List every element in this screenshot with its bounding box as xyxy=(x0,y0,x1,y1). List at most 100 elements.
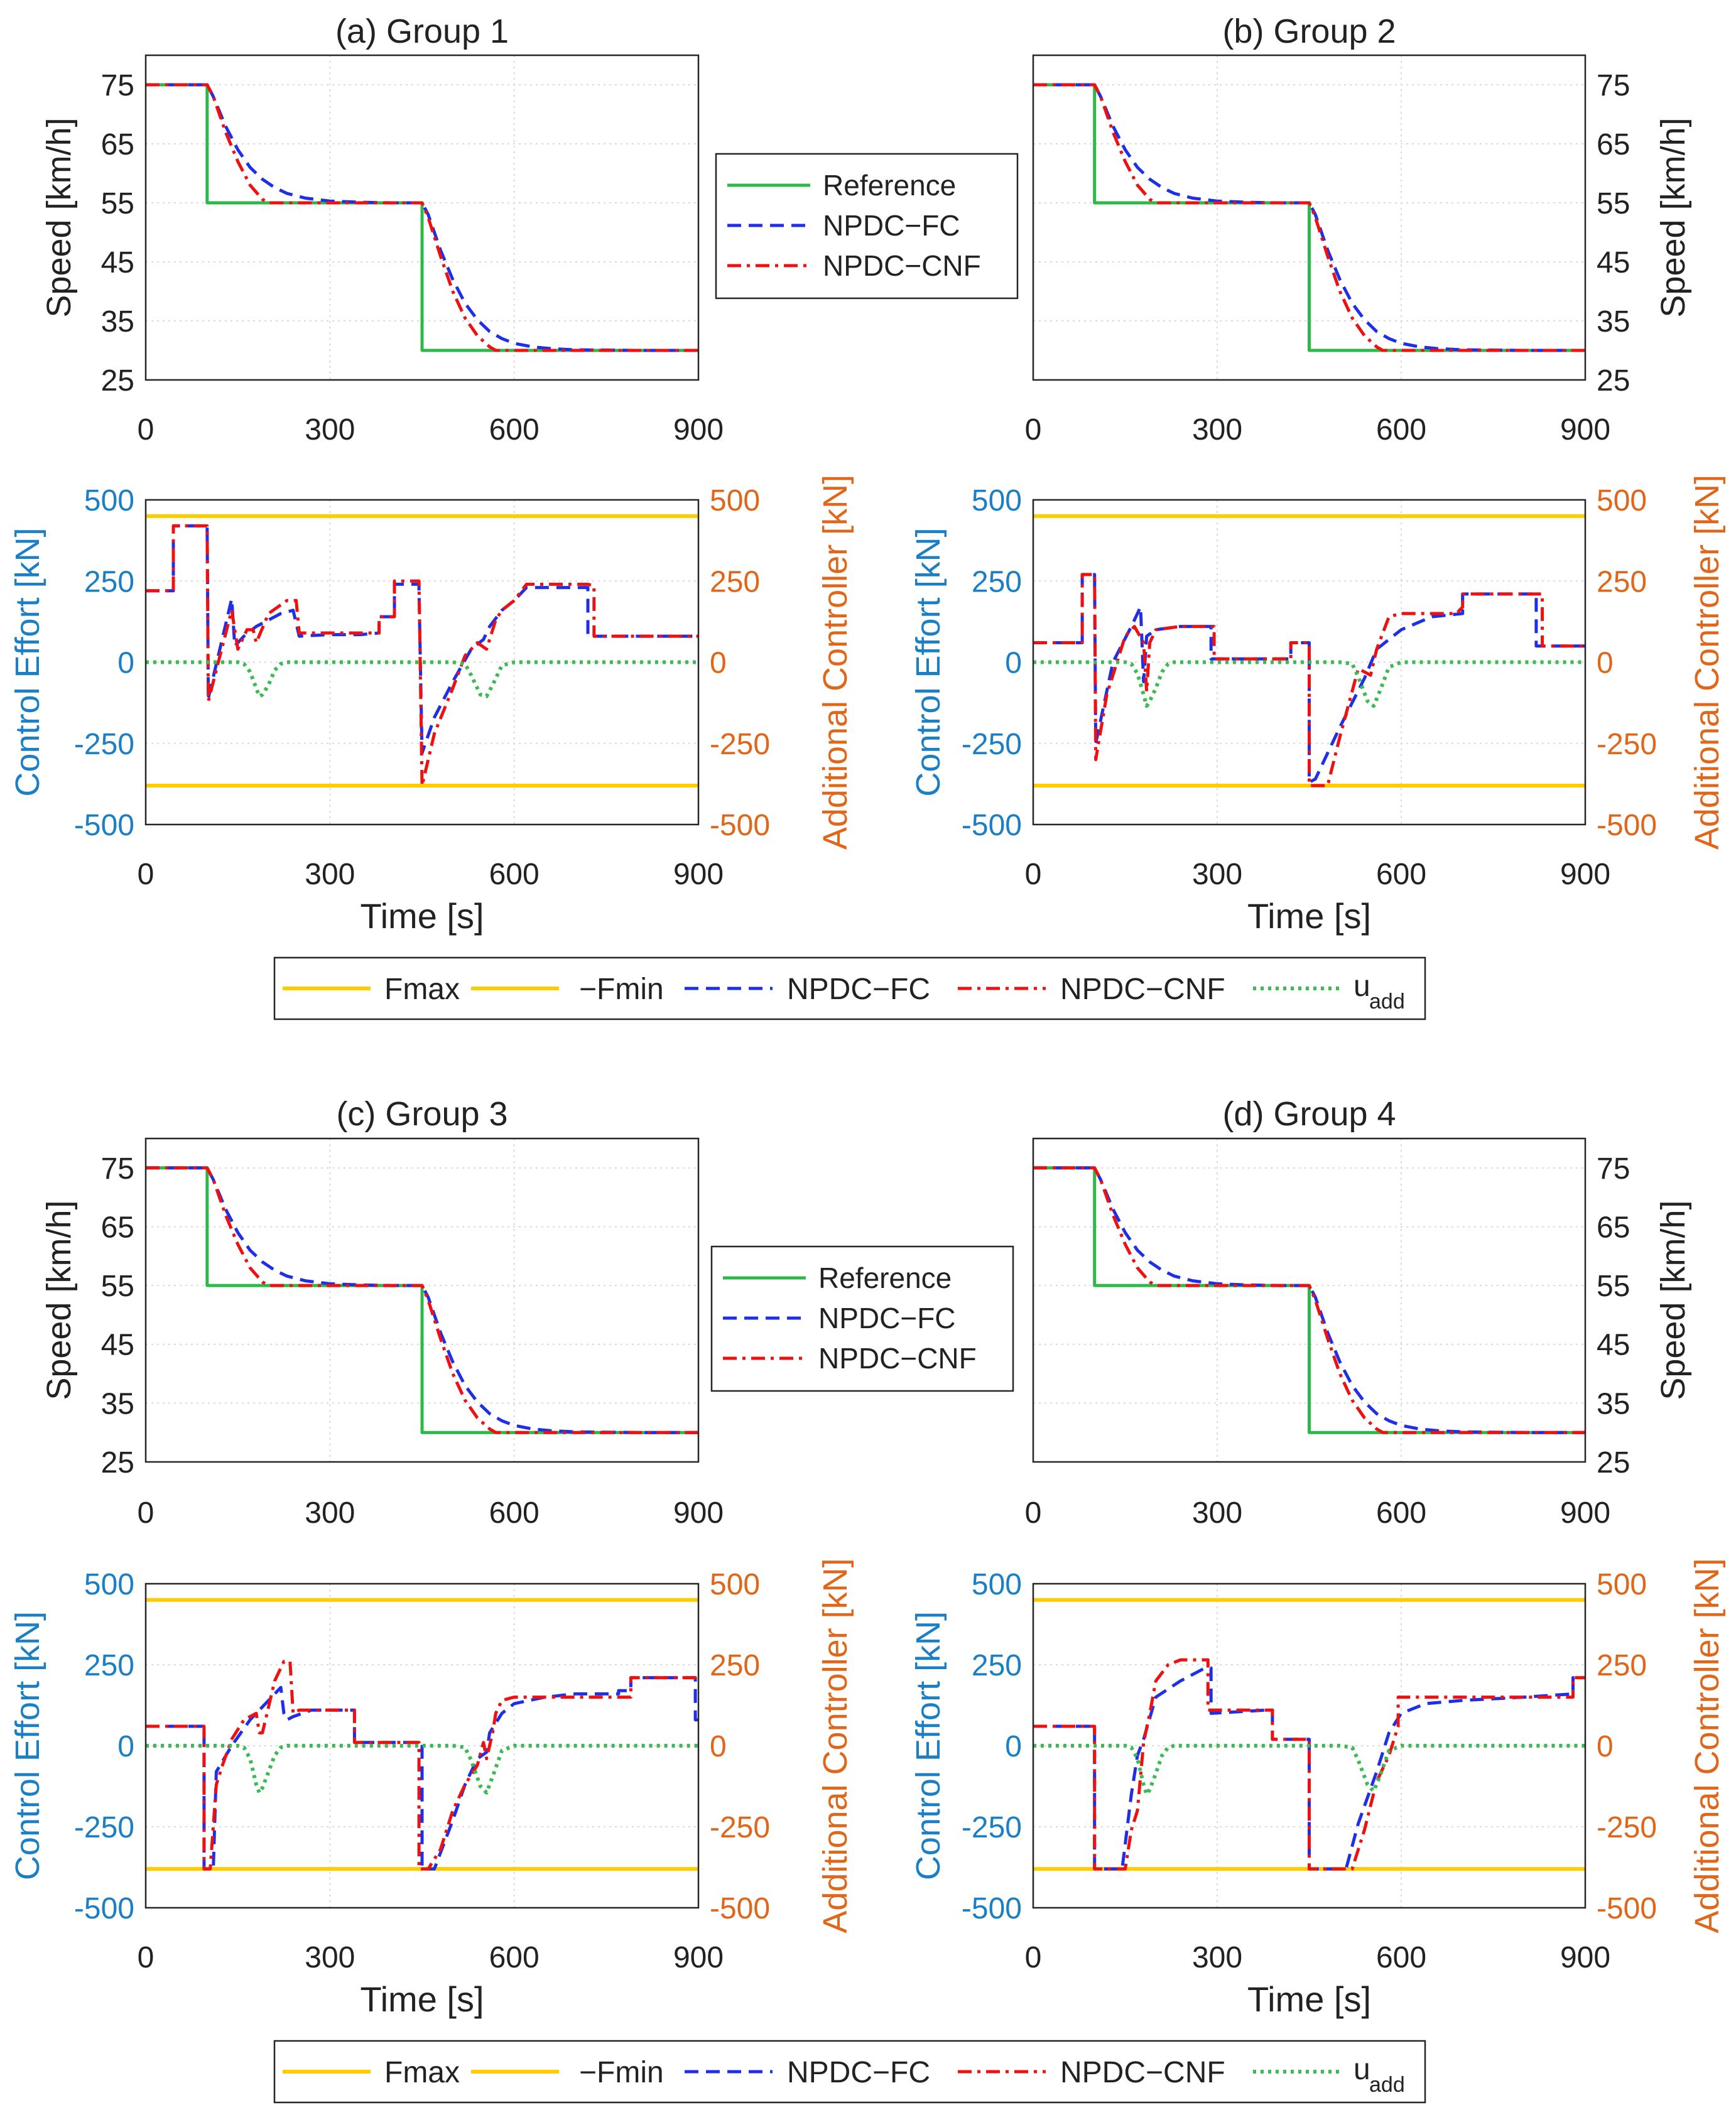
fc-series-line xyxy=(1033,573,1585,784)
legend-box xyxy=(710,1245,1014,1392)
right-y-tick-label: 250 xyxy=(710,1649,760,1682)
legend-label: Reference xyxy=(818,1262,952,1294)
speed-legend: Reference NPDC−FC NPDC−CNF xyxy=(710,1245,1014,1392)
right-y-tick-label: 250 xyxy=(1597,1649,1647,1682)
right-y-tick-label: 0 xyxy=(710,647,727,680)
axes-frame xyxy=(1032,54,1587,381)
left-y-tick-label: 250 xyxy=(84,1649,134,1682)
right-y-tick-label: 500 xyxy=(1597,484,1647,517)
x-tick-label: 600 xyxy=(489,858,540,891)
legend-label: NPDC−CNF xyxy=(1060,973,1225,1006)
right-y-tick-label: -500 xyxy=(710,809,770,842)
left-y-tick-label: -250 xyxy=(962,1811,1022,1844)
x-tick-label: 900 xyxy=(673,1496,724,1530)
x-tick-label: 600 xyxy=(1376,413,1426,446)
right-y-axis-label: Additional Controller [kN] xyxy=(1688,1558,1726,1933)
x-tick-label: 900 xyxy=(1560,1496,1610,1530)
y-tick-label: 45 xyxy=(1597,246,1630,279)
left-y-tick-label: 250 xyxy=(972,565,1022,598)
right-y-tick-label: 250 xyxy=(1597,565,1647,598)
legend-box xyxy=(273,2040,1426,2104)
x-tick-label: 600 xyxy=(1376,1496,1426,1530)
x-tick-label: 300 xyxy=(1192,413,1242,446)
right-y-tick-label: -250 xyxy=(1597,1811,1657,1844)
cnf-series-line xyxy=(146,1660,698,1871)
legend-box xyxy=(715,153,1019,300)
force-plot-g2: -500 -500 -250 -250 0 0 250 250 500 500 0 300 600 900… xyxy=(909,475,1726,936)
legend-label: Fmax xyxy=(384,973,460,1006)
x-tick-label: 600 xyxy=(489,1941,540,1974)
speed-series-line xyxy=(1033,1166,1585,1434)
right-y-tick-label: 500 xyxy=(710,1568,760,1601)
x-axis-label: Time [s] xyxy=(360,896,484,936)
left-y-axis-label: Control Effort [kN] xyxy=(909,1611,947,1880)
force-plot-g1: -500 -500 -250 -250 0 0 250 250 500 500 0 300 600 900… xyxy=(9,475,854,936)
speed-plot-g2: (b) Group 2 25 35 45 55 65 75 0 300 600 900 Speed [… xyxy=(1025,13,1692,446)
x-tick-label: 900 xyxy=(673,858,724,891)
right-y-axis-label: Additional Controller [kN] xyxy=(1688,475,1726,850)
speed-plot-g4: (d) Group 4 25 35 45 55 65 75 0 300 600 900 Speed [… xyxy=(1025,1095,1692,1530)
y-tick-label: 45 xyxy=(101,1329,134,1362)
speed-plot-g3: (c) Group 3 25 35 45 55 65 75 0 300 600 900 Speed [… xyxy=(40,1095,724,1530)
x-tick-label: 0 xyxy=(1025,858,1042,891)
left-y-tick-label: 250 xyxy=(972,1649,1022,1682)
x-tick-label: 900 xyxy=(1560,858,1610,891)
x-tick-label: 300 xyxy=(305,858,355,891)
axes-frame xyxy=(144,499,700,826)
subplot-title: (d) Group 4 xyxy=(1222,1095,1396,1133)
y-tick-label: 55 xyxy=(1597,1270,1630,1303)
left-y-tick-label: -500 xyxy=(74,809,134,842)
y-tick-label: 75 xyxy=(101,1152,134,1186)
uadd-series-line xyxy=(146,1744,698,1795)
legend-label: NPDC−FC xyxy=(823,209,960,242)
speed-plot-g1: (a) Group 1 25 35 45 55 65 75 0 300 600 900 Speed [… xyxy=(40,13,724,446)
left-y-tick-label: 0 xyxy=(1005,1730,1022,1763)
right-y-tick-label: 500 xyxy=(710,484,760,517)
subplot-title: (b) Group 2 xyxy=(1222,13,1396,50)
y-tick-label: 55 xyxy=(1597,187,1630,220)
right-y-axis-label: Additional Controller [kN] xyxy=(816,475,854,850)
left-y-tick-label: -250 xyxy=(962,728,1022,761)
speed-series-line xyxy=(1033,83,1585,352)
y-tick-label: 35 xyxy=(1597,305,1630,338)
y-tick-label: 65 xyxy=(1597,1211,1630,1244)
x-tick-label: 0 xyxy=(138,1941,155,1974)
y-tick-label: 25 xyxy=(101,364,134,398)
x-tick-label: 600 xyxy=(489,1496,540,1530)
x-axis-label: Time [s] xyxy=(1247,1979,1371,2019)
cnf-series-line xyxy=(146,524,698,787)
right-y-tick-label: -500 xyxy=(710,1892,770,1925)
cnf-series-line xyxy=(1033,573,1585,787)
speed-series-line xyxy=(146,1166,698,1434)
speed-series-line xyxy=(146,83,698,352)
legend-label: NPDC−FC xyxy=(787,973,930,1006)
axes-frame xyxy=(1032,1137,1587,1463)
x-tick-label: 600 xyxy=(1376,858,1426,891)
legend-box xyxy=(273,956,1426,1020)
x-tick-label: 600 xyxy=(489,413,540,446)
speed-series-line xyxy=(146,1166,698,1434)
legend-label-subscript: add xyxy=(1369,990,1405,1014)
x-tick-label: 300 xyxy=(1192,1941,1242,1974)
cnf-series-line xyxy=(1033,1658,1585,1871)
right-y-tick-label: -250 xyxy=(1597,728,1657,761)
left-y-tick-label: 0 xyxy=(117,647,134,680)
legend-label: NPDC−CNF xyxy=(818,1342,977,1375)
right-y-tick-label: -250 xyxy=(710,1811,770,1844)
speed-series-line xyxy=(146,83,698,352)
y-tick-label: 75 xyxy=(1597,69,1630,102)
left-y-tick-label: -500 xyxy=(962,809,1022,842)
y-tick-label: 45 xyxy=(101,246,134,279)
force-plot-g3: -500 -500 -250 -250 0 0 250 250 500 500 0 300 600 900… xyxy=(9,1558,854,2019)
right-y-tick-label: -500 xyxy=(1597,1892,1657,1925)
y-tick-label: 35 xyxy=(1597,1387,1630,1420)
y-tick-label: 35 xyxy=(101,1387,134,1420)
legend-label: NPDC−FC xyxy=(787,2056,930,2089)
axes-frame xyxy=(1032,1582,1587,1909)
right-y-tick-label: 500 xyxy=(1597,1568,1647,1601)
left-y-tick-label: 250 xyxy=(84,565,134,598)
left-y-tick-label: 500 xyxy=(84,484,134,517)
left-y-tick-label: 0 xyxy=(117,1730,134,1763)
